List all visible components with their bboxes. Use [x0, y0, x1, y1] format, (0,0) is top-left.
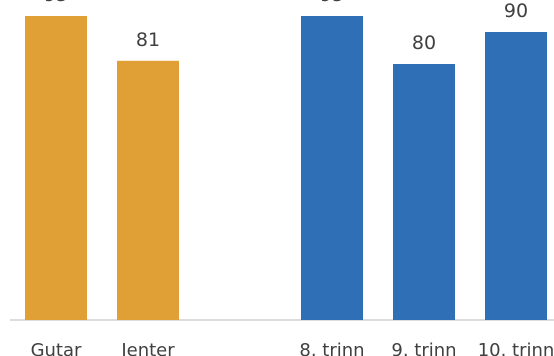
- value-label-5: 90: [504, 0, 528, 22]
- category-label-4: 9. trinn: [391, 340, 456, 356]
- category-label-1: Jenter: [120, 340, 175, 356]
- value-labels: 95 81 95 80 90: [44, 0, 528, 54]
- bar-4: [393, 64, 455, 320]
- bar-5: [485, 32, 547, 320]
- value-label-3: 95: [320, 0, 344, 6]
- category-label-5: 10. trinn: [478, 340, 554, 356]
- bar-3: [301, 16, 363, 320]
- value-label-4: 80: [412, 32, 436, 54]
- bars: [25, 16, 547, 321]
- value-label-1: 81: [136, 29, 160, 51]
- category-labels: Gutar Jenter 8. trinn 9. trinn 10. trinn: [31, 340, 554, 356]
- bar-1: [117, 60, 179, 321]
- category-label-3: 8. trinn: [299, 340, 364, 356]
- bar-0: [25, 16, 87, 320]
- category-label-0: Gutar: [31, 340, 82, 356]
- value-label-0: 95: [44, 0, 68, 6]
